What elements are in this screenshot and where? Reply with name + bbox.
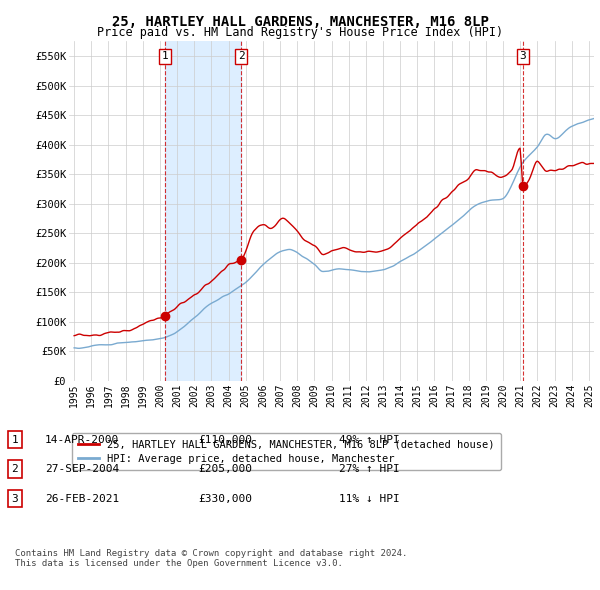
Text: 3: 3: [520, 51, 526, 61]
Text: 49% ↑ HPI: 49% ↑ HPI: [339, 435, 400, 444]
Text: £330,000: £330,000: [198, 494, 252, 503]
Text: 2: 2: [11, 464, 19, 474]
Text: £205,000: £205,000: [198, 464, 252, 474]
Text: 14-APR-2000: 14-APR-2000: [45, 435, 119, 444]
Text: 1: 1: [11, 435, 19, 444]
Text: £110,000: £110,000: [198, 435, 252, 444]
Text: 27-SEP-2004: 27-SEP-2004: [45, 464, 119, 474]
Text: 2: 2: [238, 51, 245, 61]
Text: This data is licensed under the Open Government Licence v3.0.: This data is licensed under the Open Gov…: [15, 559, 343, 568]
Text: Price paid vs. HM Land Registry's House Price Index (HPI): Price paid vs. HM Land Registry's House …: [97, 26, 503, 39]
Legend: 25, HARTLEY HALL GARDENS, MANCHESTER, M16 8LP (detached house), HPI: Average pri: 25, HARTLEY HALL GARDENS, MANCHESTER, M1…: [71, 433, 501, 470]
Text: 26-FEB-2021: 26-FEB-2021: [45, 494, 119, 503]
Text: 11% ↓ HPI: 11% ↓ HPI: [339, 494, 400, 503]
Text: 27% ↑ HPI: 27% ↑ HPI: [339, 464, 400, 474]
Bar: [165, 41, 241, 381]
Text: 3: 3: [11, 494, 19, 503]
Text: 1: 1: [161, 51, 168, 61]
Text: Contains HM Land Registry data © Crown copyright and database right 2024.: Contains HM Land Registry data © Crown c…: [15, 549, 407, 558]
Text: 25, HARTLEY HALL GARDENS, MANCHESTER, M16 8LP: 25, HARTLEY HALL GARDENS, MANCHESTER, M1…: [112, 15, 488, 29]
